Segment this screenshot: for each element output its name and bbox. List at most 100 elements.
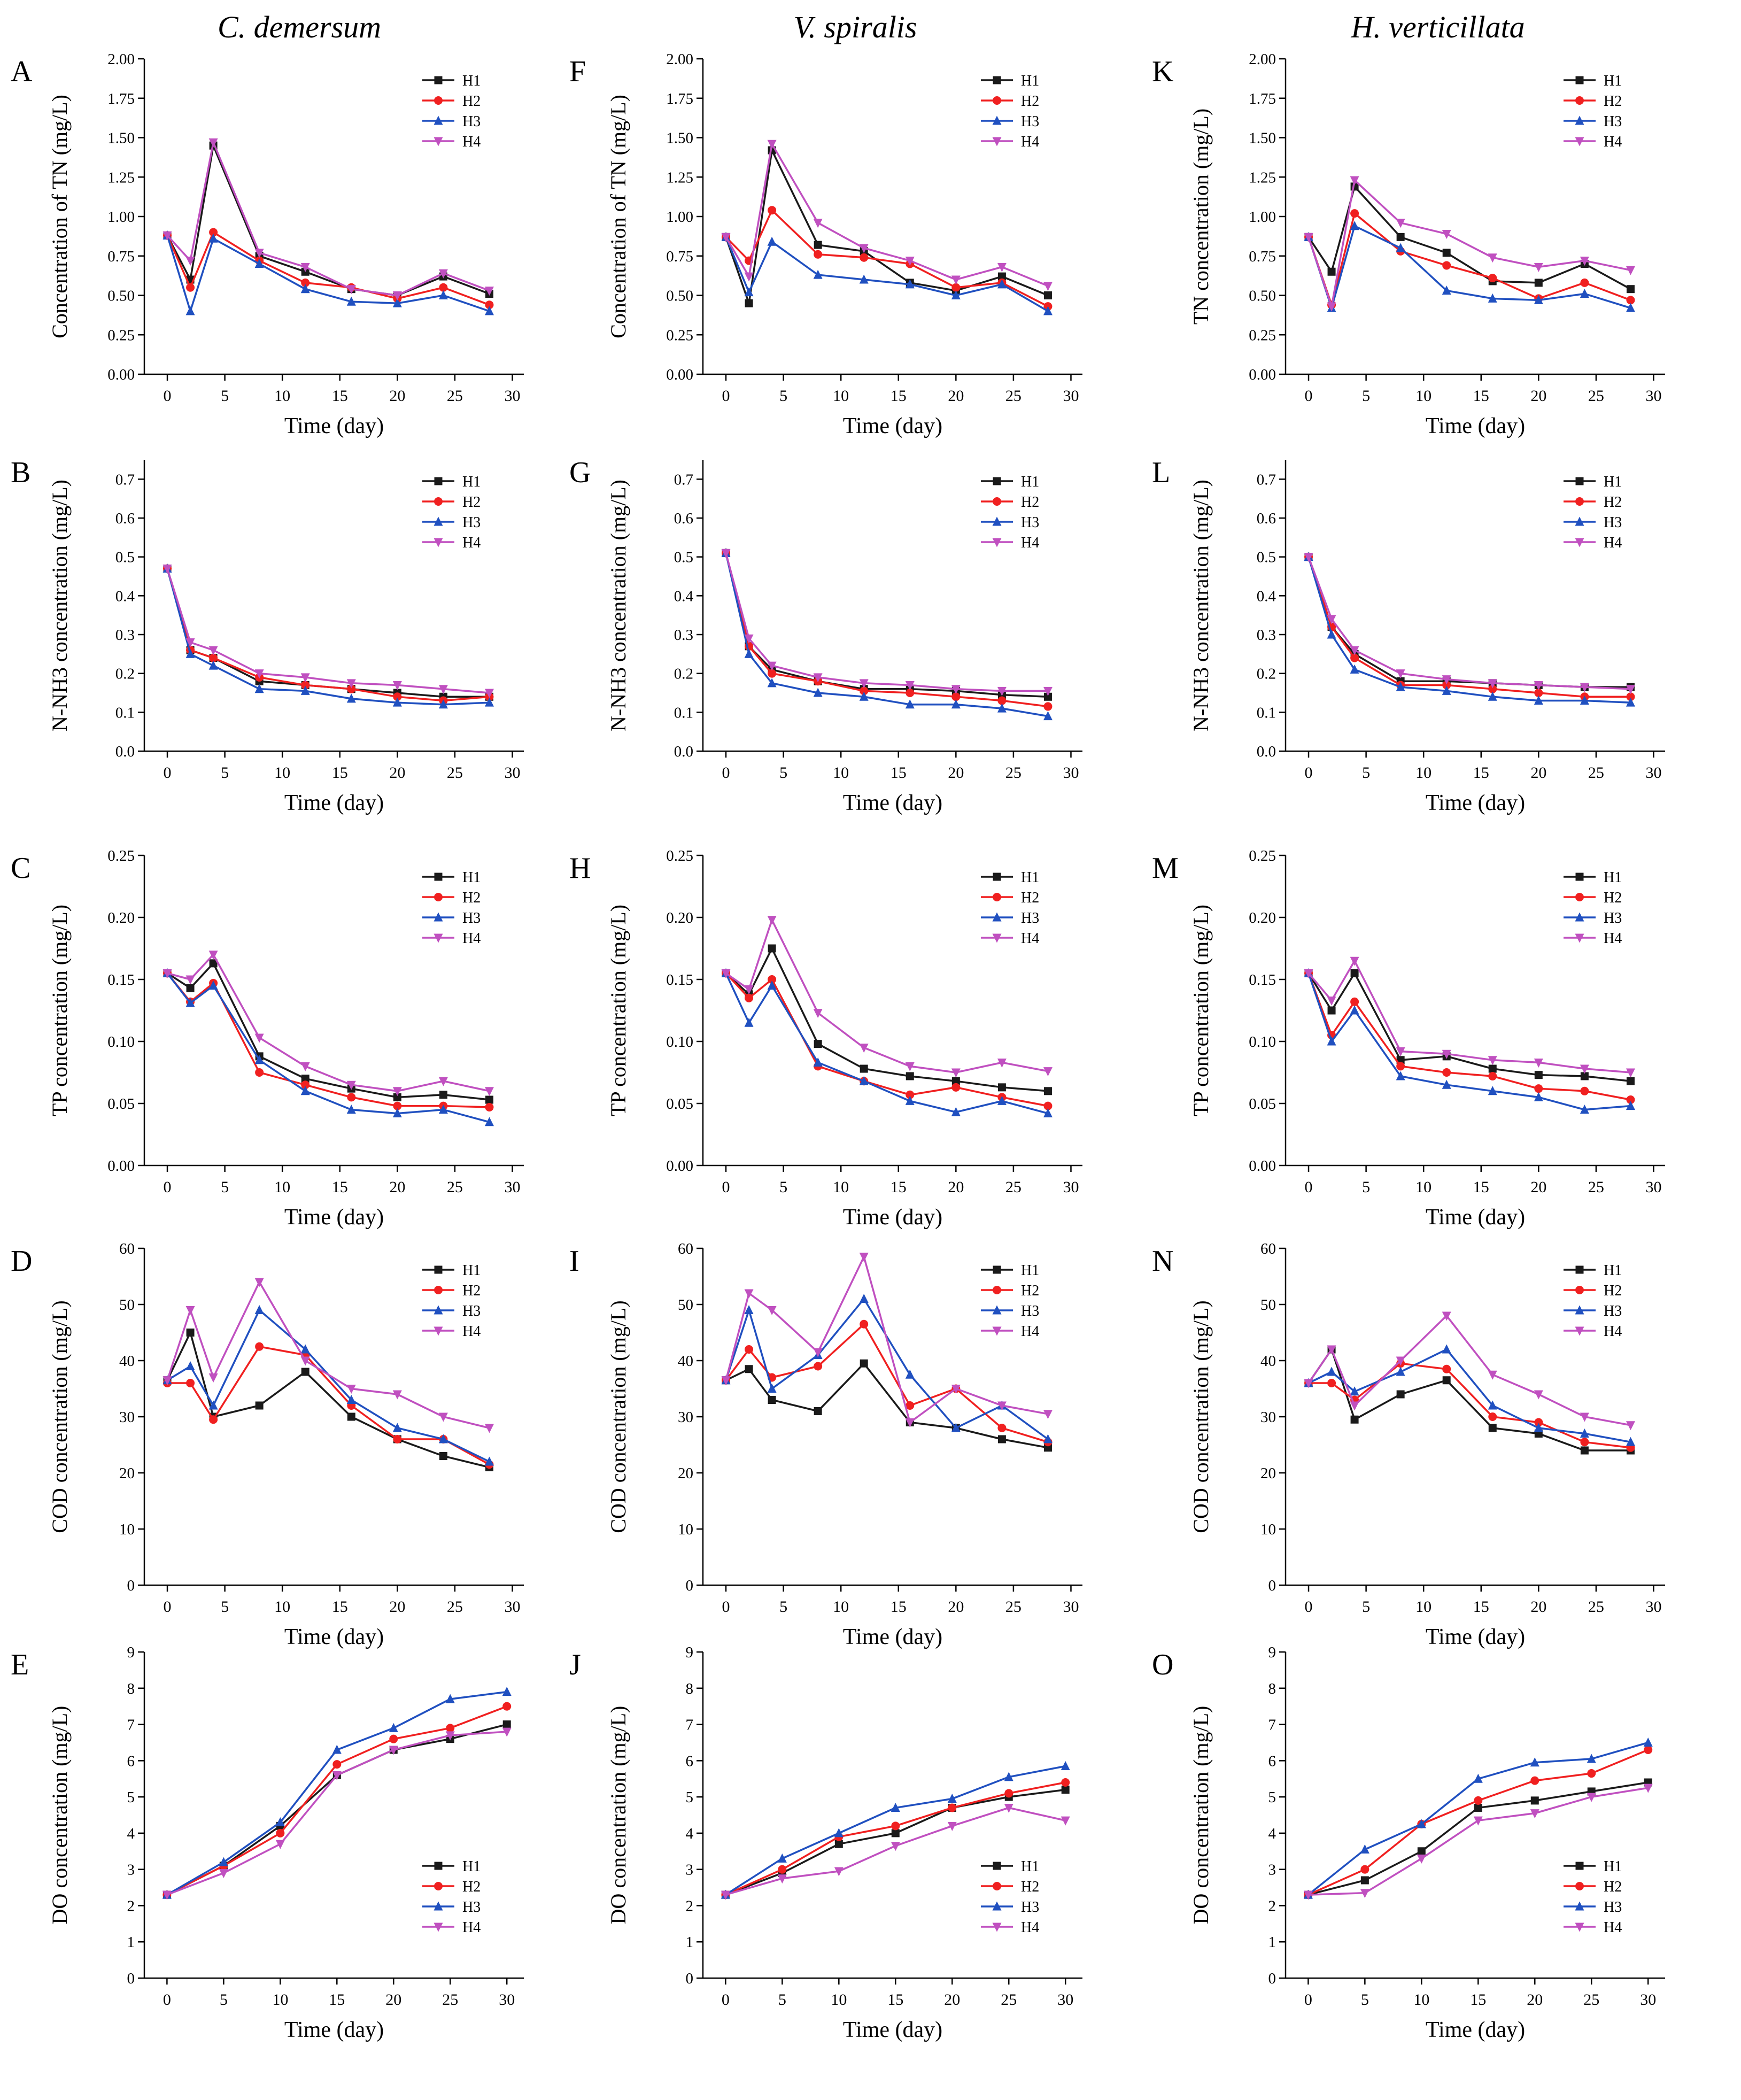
y-tick-label: 0.1 (674, 704, 693, 721)
data-point-H4 (484, 287, 494, 296)
x-tick-label: 0 (722, 1178, 730, 1196)
x-axis-label: Time (day) (1426, 791, 1525, 815)
data-point-H4 (1004, 1803, 1013, 1813)
y-tick-label: 3 (1268, 1862, 1276, 1879)
data-point-H4 (834, 1867, 844, 1877)
data-point-H4 (997, 686, 1007, 696)
data-point-H2 (446, 1724, 455, 1733)
x-tick-label: 25 (442, 1991, 458, 2009)
data-point-H3 (777, 1853, 787, 1863)
x-tick-label: 15 (1473, 1178, 1489, 1196)
y-tick-label: 0.0 (115, 743, 135, 760)
data-point-H1 (1061, 1786, 1070, 1794)
y-tick-label: 4 (686, 1825, 694, 1842)
x-tick-label: 30 (1057, 1991, 1073, 2009)
data-point-H4 (1580, 683, 1589, 692)
panel-letter: H (569, 852, 591, 885)
legend-marker-H3 (992, 1305, 1002, 1315)
x-tick-label: 25 (1005, 387, 1022, 405)
x-tick-label: 30 (1063, 764, 1079, 782)
legend-label-H2: H2 (462, 1879, 481, 1895)
y-tick-label: 1 (1268, 1934, 1276, 1951)
y-tick-label: 10 (678, 1521, 693, 1538)
y-axis-label: COD concentration (mg/L) (48, 1300, 72, 1533)
data-point-H4 (1396, 219, 1405, 228)
legend-label-H1: H1 (1604, 73, 1622, 89)
data-point-H2 (860, 1319, 869, 1329)
legend-marker-H2 (434, 96, 443, 105)
x-tick-label: 0 (163, 1991, 171, 2009)
y-tick-label: 0.15 (1249, 971, 1276, 989)
x-tick-label: 30 (504, 1178, 520, 1196)
x-tick-label: 25 (447, 1598, 463, 1616)
data-point-H1 (1360, 1876, 1369, 1885)
data-point-H3 (859, 1076, 869, 1085)
x-tick-label: 5 (221, 387, 229, 405)
legend-marker-H1 (434, 76, 443, 84)
data-point-H1 (860, 1064, 868, 1073)
data-point-H3 (997, 279, 1007, 289)
legend-marker-H2 (1575, 96, 1584, 105)
data-point-H2 (1043, 702, 1053, 711)
y-tick-label: 1.00 (666, 209, 693, 226)
series-line-H4 (725, 1806, 1066, 1896)
data-point-H3 (813, 269, 823, 279)
data-point-H4 (951, 1385, 961, 1394)
data-point-H3 (208, 233, 218, 243)
y-tick-label: 6 (686, 1752, 694, 1770)
x-tick-label: 15 (1473, 387, 1489, 405)
y-axis-label: Concentration of TN (mg/L) (606, 95, 630, 338)
data-point-H3 (438, 1434, 448, 1443)
data-point-H1 (906, 1072, 914, 1080)
legend-marker-H3 (1575, 115, 1584, 125)
y-tick-label: 50 (119, 1296, 135, 1314)
y-tick-label: 1.25 (666, 169, 693, 186)
data-point-H3 (1396, 1071, 1405, 1080)
x-tick-label: 5 (1362, 1598, 1370, 1616)
data-point-H3 (185, 1361, 195, 1370)
y-tick-label: 0 (1268, 1970, 1276, 1987)
x-tick-label: 20 (1530, 764, 1546, 782)
y-tick-label: 4 (127, 1825, 135, 1842)
data-point-H3 (438, 1105, 448, 1114)
data-point-H2 (1442, 1364, 1451, 1373)
data-point-H3 (1043, 306, 1053, 315)
data-point-H1 (1580, 1446, 1589, 1455)
data-point-H4 (1643, 1784, 1653, 1793)
data-point-H4 (1360, 1889, 1369, 1898)
data-point-H3 (1350, 664, 1359, 674)
data-point-H2 (1580, 278, 1589, 287)
data-point-H2 (906, 689, 915, 697)
data-point-H4 (1350, 176, 1359, 186)
data-point-H3 (392, 1108, 402, 1118)
data-point-H3 (208, 660, 218, 670)
y-tick-label: 1.75 (1249, 90, 1276, 107)
data-point-H4 (997, 1058, 1007, 1068)
panel-B: B 0.0 0.1 0.2 0.3 0.4 0.5 0.6 0.7 0 5 10 15 20 25 30 Tim… (11, 456, 524, 815)
data-point-H3 (389, 1723, 398, 1732)
y-tick-label: 9 (1268, 1644, 1276, 1661)
legend-marker-H1 (1575, 873, 1584, 881)
data-point-H1 (1534, 1071, 1543, 1079)
y-tick-label: 0.4 (674, 588, 694, 605)
legend-label-H2: H2 (1021, 890, 1039, 906)
y-tick-label: 1.50 (666, 130, 693, 147)
legend-label-H3: H3 (1021, 113, 1039, 130)
data-point-H4 (744, 1289, 754, 1299)
x-tick-label: 15 (891, 1598, 907, 1616)
y-tick-label: 40 (1260, 1353, 1276, 1370)
x-tick-label: 0 (1305, 1178, 1313, 1196)
data-point-H2 (389, 1734, 398, 1743)
data-point-H4 (767, 1306, 777, 1315)
x-tick-label: 30 (1645, 387, 1661, 405)
data-point-H3 (1043, 711, 1053, 721)
data-point-H4 (254, 1278, 264, 1287)
x-tick-label: 10 (833, 387, 849, 405)
data-point-H2 (1488, 274, 1497, 283)
x-tick-label: 5 (220, 1991, 228, 2009)
x-tick-label: 10 (1413, 1991, 1429, 2009)
data-point-H4 (300, 262, 310, 272)
x-tick-label: 25 (1588, 1598, 1604, 1616)
data-point-H3 (859, 274, 869, 284)
legend-marker-H2 (993, 497, 1001, 506)
